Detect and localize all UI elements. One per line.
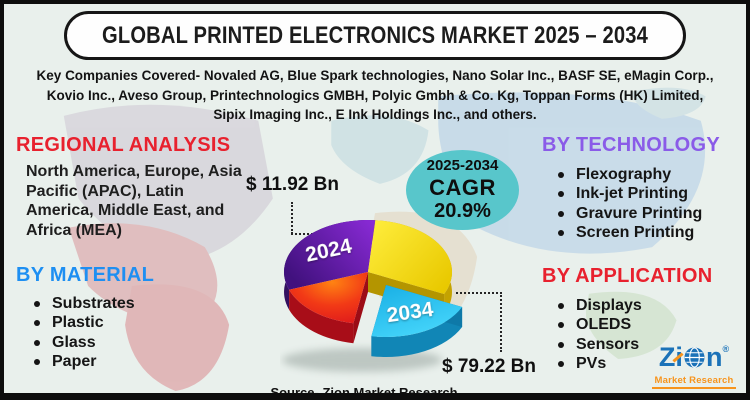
regional-analysis-heading: REGIONAL ANALYSIS: [16, 134, 231, 156]
list-item: Gravure Printing: [556, 204, 702, 223]
pie-chart-svg: 2024 2034: [282, 220, 463, 372]
list-item: OLEDS: [556, 315, 642, 334]
registered-mark: ®: [722, 344, 730, 354]
material-list: Substrates Plastic Glass Paper: [32, 294, 135, 371]
regional-analysis-body: North America, Europe, Asia Pacific (APA…: [26, 163, 242, 239]
title-banner: GLOBAL PRINTED ELECTRONICS MARKET 2025 –…: [64, 11, 686, 60]
connector-line: [500, 292, 502, 352]
by-application-heading: BY APPLICATION: [542, 265, 713, 287]
pie-wall-red: [289, 289, 354, 344]
pie-chart: 2024 2034: [280, 210, 480, 380]
market-value-2034: $ 79.22 Bn: [442, 356, 536, 377]
list-item: Ink-jet Printing: [556, 184, 702, 203]
list-item: Screen Printing: [556, 223, 702, 242]
cagr-badge: 2025-2034 CAGR 20.9%: [406, 150, 519, 230]
connector-line: [291, 202, 293, 234]
logo-letter-z: Z: [658, 341, 676, 372]
list-item: Flexography: [556, 165, 702, 184]
connector-line: [291, 233, 329, 235]
list-item: Plastic: [32, 313, 135, 332]
pie-slice-red: [289, 272, 368, 324]
by-material-heading: BY MATERIAL: [16, 264, 155, 286]
list-item: Substrates: [32, 294, 135, 313]
pie-slice-cyan-2034-group: [371, 285, 463, 357]
logo-letter-n: n: [705, 341, 723, 372]
page-title: GLOBAL PRINTED ELECTRONICS MARKET 2025 –…: [101, 21, 649, 49]
pie-wall-cyan: [371, 307, 463, 357]
globe-icon: [684, 346, 705, 368]
pie-slice-cyan-2034: [371, 285, 463, 337]
technology-list: Flexography Ink-jet Printing Gravure Pri…: [556, 165, 702, 242]
connector-line: [456, 292, 502, 294]
pie-cut-red: [353, 272, 368, 344]
application-list: Displays OLEDS Sensors PVs: [556, 296, 642, 373]
list-item: Sensors: [556, 335, 642, 354]
pie-slice-yellow: [368, 220, 452, 294]
by-technology-heading: BY TECHNOLOGY: [542, 134, 720, 156]
cagr-label: CAGR: [429, 174, 496, 200]
market-value-2024: $ 11.92 Bn: [246, 174, 339, 195]
key-companies-text: Key Companies Covered- Novaled AG, Blue …: [36, 68, 714, 123]
cagr-value: 20.9%: [434, 199, 491, 222]
cagr-period: 2025-2034: [426, 157, 499, 175]
list-item: PVs: [556, 354, 642, 373]
list-item: Paper: [32, 352, 135, 371]
source-text: Source- Zion Market Research: [270, 385, 458, 400]
list-item: Glass: [32, 333, 135, 352]
zion-logo-subtitle: Market Research: [652, 375, 736, 389]
pie-slice-purple-2024: [284, 220, 376, 290]
logo-letter-i: i: [675, 341, 683, 372]
list-item: Displays: [556, 296, 642, 315]
